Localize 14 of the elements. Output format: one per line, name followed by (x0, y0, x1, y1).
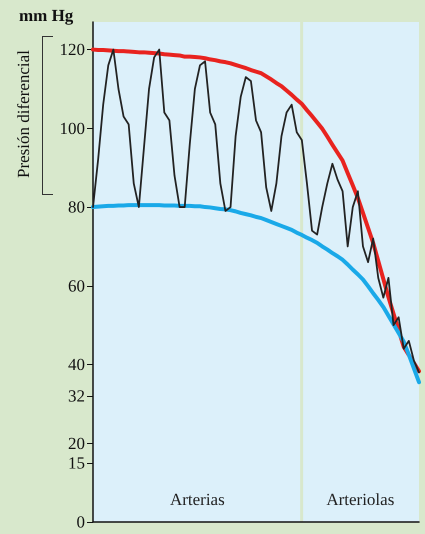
y-tick-label: 100 (60, 118, 85, 138)
y-axis-title: mm Hg (19, 6, 74, 25)
y-tick-label: 0 (76, 512, 85, 532)
annotation: Arterias (170, 490, 225, 509)
y-tick-label: 15 (68, 453, 85, 472)
y-tick-label: 40 (68, 355, 85, 374)
y-tick-label: 60 (68, 276, 85, 296)
text: Presión diferencial (14, 50, 34, 178)
y-tick-label: 20 (68, 434, 85, 453)
annotation: Arteriolas (326, 490, 394, 509)
y-tick-label: 80 (68, 198, 85, 217)
y-tick-label: 32 (68, 386, 85, 406)
line-series (91, 203, 421, 384)
y-tick-label: 120 (60, 40, 85, 60)
